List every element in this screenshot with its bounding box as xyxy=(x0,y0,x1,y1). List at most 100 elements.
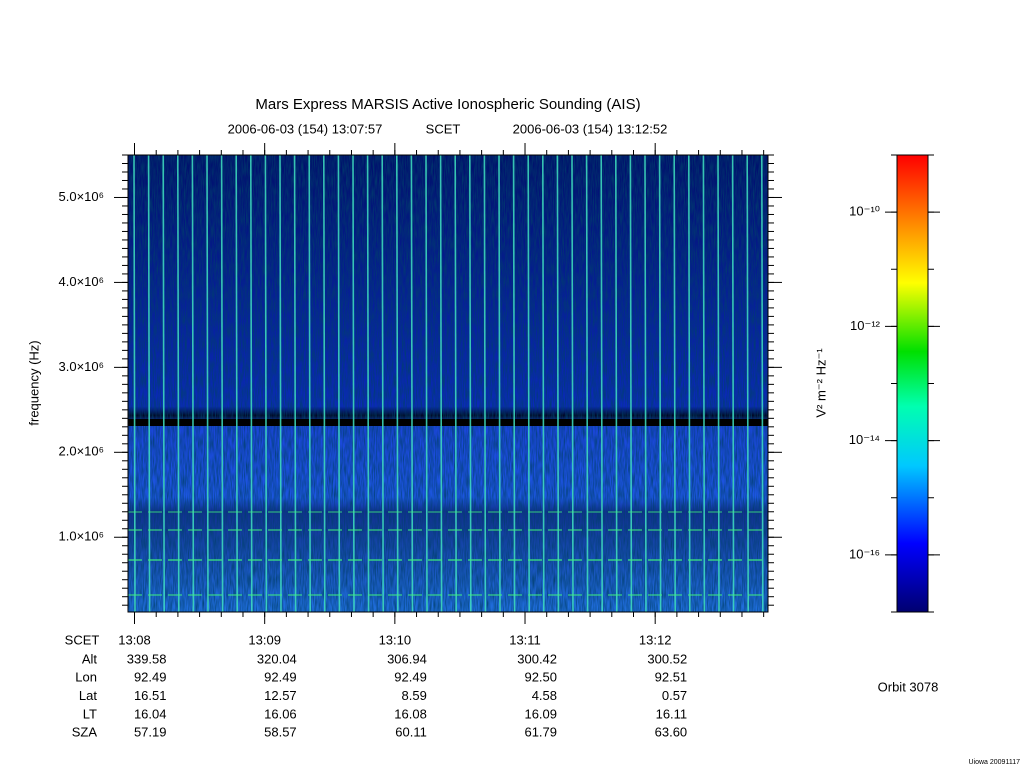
sounding-trace xyxy=(687,154,691,613)
ephemeris-value: 8.59 xyxy=(402,688,427,703)
ephemeris-value: 63.60 xyxy=(655,725,688,740)
orbit-label: Orbit 3078 xyxy=(878,679,939,694)
sounding-trace xyxy=(760,154,764,613)
spectrogram-texture xyxy=(128,155,768,612)
ephemeris-value: 16.06 xyxy=(264,706,297,721)
sounding-trace xyxy=(220,154,224,613)
sounding-trace xyxy=(673,154,677,613)
sounding-trace xyxy=(381,154,385,613)
x-tick-label: 13:08 xyxy=(118,632,151,647)
colorbar-tick-label: 10⁻¹⁰ xyxy=(849,204,880,219)
sounding-trace xyxy=(439,154,443,613)
sounding-trace xyxy=(395,154,399,613)
sounding-trace xyxy=(235,154,238,613)
sounding-trace xyxy=(454,154,458,613)
colorbar-tick-label: 10⁻¹² xyxy=(850,318,881,333)
sounding-trace xyxy=(410,154,414,613)
sounding-trace xyxy=(600,154,604,613)
sounding-trace xyxy=(644,154,647,613)
sounding-trace xyxy=(293,154,297,613)
ephemeris-value: 60.11 xyxy=(395,725,427,740)
y-tick-label: 5.0×10⁶ xyxy=(59,189,104,204)
ephemeris-value: 0.57 xyxy=(662,688,687,703)
colorbar-label: V² m⁻² Hz⁻¹ xyxy=(813,348,828,418)
ephemeris-label: Lon xyxy=(75,670,97,685)
x-tick-label: 13:12 xyxy=(639,632,672,647)
y-axis-label: frequency (Hz) xyxy=(26,340,41,425)
sounding-trace xyxy=(512,154,516,613)
ephemeris-value: 4.58 xyxy=(532,688,557,703)
ephemeris-value: 339.58 xyxy=(127,651,167,666)
sounding-trace xyxy=(585,154,589,613)
ephemeris-value: 300.52 xyxy=(647,651,687,666)
sounding-trace xyxy=(629,154,633,613)
sounding-trace xyxy=(658,154,662,613)
sounding-trace xyxy=(498,154,501,613)
ephemeris-value: 92.49 xyxy=(394,670,427,685)
ephemeris-value: 16.04 xyxy=(134,706,167,721)
colorbar xyxy=(896,154,929,613)
sounding-trace xyxy=(571,154,574,613)
x-tick-label: 13:09 xyxy=(248,632,281,647)
plot-frame xyxy=(127,154,769,613)
ephemeris-label: Lat xyxy=(79,688,97,703)
sounding-trace xyxy=(702,154,706,613)
ephemeris-value: 58.57 xyxy=(264,725,297,740)
sounding-trace xyxy=(468,154,472,613)
ephemeris-value: 92.51 xyxy=(655,670,688,685)
chart-title: Mars Express MARSIS Active Ionospheric S… xyxy=(255,96,640,113)
ephemeris-value: 306.94 xyxy=(387,651,427,666)
end-time: 2006-06-03 (154) 13:12:52 xyxy=(513,121,668,136)
time-system: SCET xyxy=(426,121,461,136)
ephemeris-value: 92.50 xyxy=(524,670,557,685)
sounding-trace xyxy=(191,154,195,613)
plot-area xyxy=(128,154,768,613)
sounding-trace xyxy=(483,154,487,613)
ephemeris-label: LT xyxy=(83,706,97,721)
sounding-trace xyxy=(556,154,560,613)
sounding-trace xyxy=(352,154,355,613)
sounding-trace xyxy=(250,154,253,613)
ephemeris-value: 92.49 xyxy=(264,670,297,685)
colorbar-tick-label: 10⁻¹⁴ xyxy=(849,432,880,447)
colorbar-tick-label: 10⁻¹⁶ xyxy=(849,546,880,561)
ephemeris-value: 61.79 xyxy=(524,725,557,740)
ephemeris-value: 16.11 xyxy=(656,706,688,721)
y-tick-label: 2.0×10⁶ xyxy=(59,444,104,459)
credit: Uiowa 20091117 xyxy=(968,759,1020,766)
ephemeris-value: 92.49 xyxy=(134,670,167,685)
sounding-trace xyxy=(162,154,165,613)
sounding-trace xyxy=(527,154,531,613)
sounding-trace xyxy=(322,154,326,613)
ephemeris-value: 320.04 xyxy=(257,651,297,666)
y-tick-label: 3.0×10⁶ xyxy=(59,359,104,374)
x-tick-label: 13:11 xyxy=(509,632,541,647)
ephemeris-value: 12.57 xyxy=(264,688,297,703)
ephemeris-value: 16.08 xyxy=(394,706,427,721)
sounding-trace xyxy=(717,154,720,613)
ephemeris-label: SCET xyxy=(65,632,100,647)
ephemeris-value: 57.19 xyxy=(134,725,167,740)
ephemeris-label: SZA xyxy=(72,725,98,740)
sounding-trace xyxy=(425,154,428,613)
sounding-trace xyxy=(541,154,545,613)
ephemeris-label: Alt xyxy=(82,651,98,666)
spectrogram-gap-band xyxy=(128,419,768,426)
sounding-trace xyxy=(133,154,136,613)
sounding-trace xyxy=(731,154,735,613)
sounding-trace xyxy=(614,154,618,613)
ephemeris-value: 300.42 xyxy=(517,651,557,666)
ephemeris-value: 16.09 xyxy=(524,706,557,721)
sounding-trace xyxy=(264,154,268,613)
sounding-trace xyxy=(177,154,180,613)
sounding-trace xyxy=(147,154,151,613)
sounding-trace xyxy=(337,154,341,613)
y-tick-label: 1.0×10⁶ xyxy=(59,529,104,544)
start-time: 2006-06-03 (154) 13:07:57 xyxy=(228,121,383,136)
sounding-trace xyxy=(279,154,282,613)
sounding-trace xyxy=(366,154,370,613)
sounding-trace xyxy=(308,154,312,613)
sounding-trace xyxy=(746,154,750,613)
y-tick-label: 4.0×10⁶ xyxy=(59,274,104,289)
